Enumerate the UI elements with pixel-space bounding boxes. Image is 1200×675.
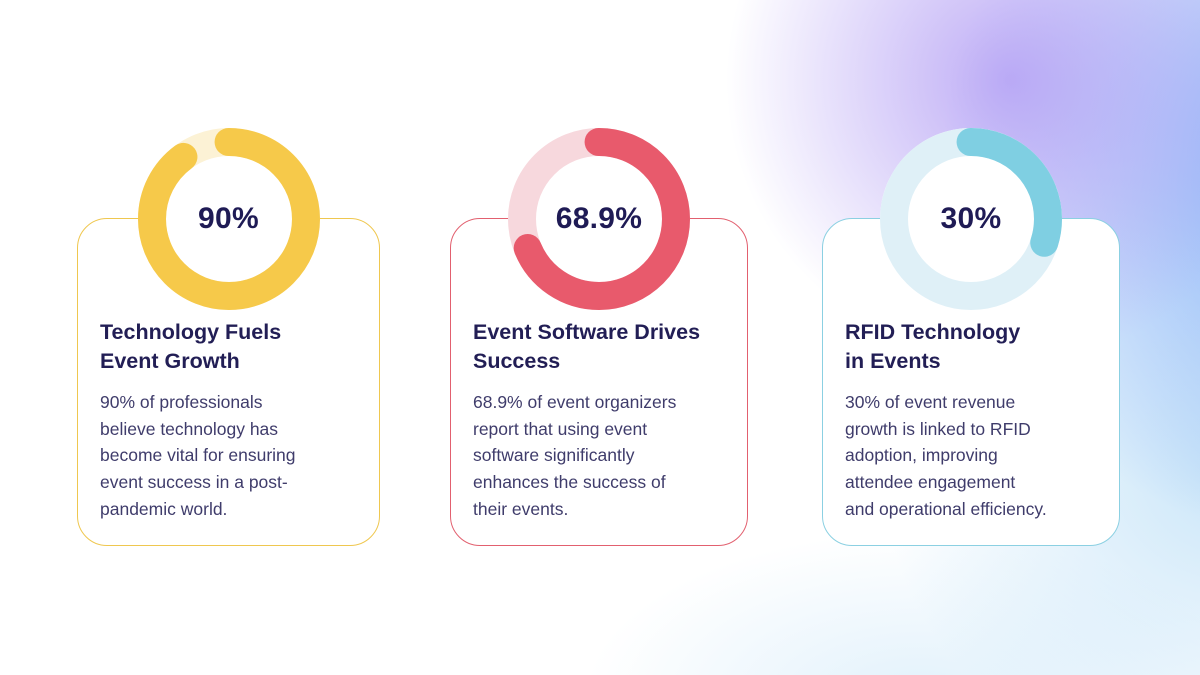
donut-progress-arc [508, 128, 690, 310]
donut-chart-event-software: 68.9% [503, 123, 695, 315]
donut-progress-arc [880, 128, 1062, 310]
donut-chart-technology: 90% [133, 123, 325, 315]
donut-chart-svg [137, 128, 320, 310]
stat-card-rfid: 30% RFID Technology in Events 30% of eve… [822, 128, 1120, 546]
card-content: Event Software Drives Success 68.9% of e… [473, 318, 729, 522]
stat-card-event-software: 68.9% Event Software Drives Success 68.9… [450, 128, 748, 546]
donut-chart-svg [880, 128, 1062, 310]
donut-percent-label: 30% [940, 202, 1002, 235]
card-title: Event Software Drives Success [473, 320, 701, 373]
card-body: 90% of professionals believe technology … [100, 392, 296, 519]
donut-percent-label: 90% [198, 202, 259, 235]
donut-percent-label: 68.9% [555, 202, 643, 235]
card-content: RFID Technology in Events 30% of event r… [845, 318, 1101, 522]
card-body: 68.9% of event organizers report that us… [473, 392, 677, 519]
stat-card-technology-growth: 90% Technology Fuels Event Growth 90% of… [77, 128, 380, 546]
donut-progress-arc [137, 128, 320, 310]
donut-chart-rfid: 30% [875, 123, 1067, 315]
card-title: RFID Technology in Events [845, 320, 1021, 373]
card-title: Technology Fuels Event Growth [100, 320, 282, 373]
card-content: Technology Fuels Event Growth 90% of pro… [100, 318, 361, 522]
donut-chart-svg [508, 128, 690, 310]
card-body: 30% of event revenue growth is linked to… [845, 392, 1047, 519]
